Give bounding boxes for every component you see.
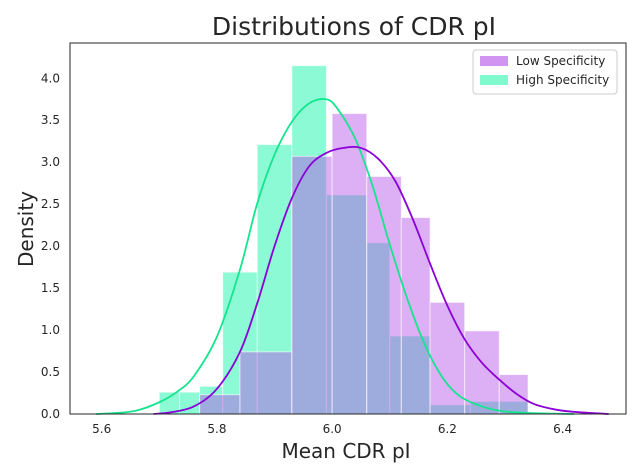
x-tick-label: 6.2 [438,422,457,436]
low-specificity-bar-0 [199,394,241,415]
low-specificity-bar-2 [291,155,333,415]
x-tick-label: 5.8 [207,422,226,436]
x-tick-label: 6.0 [323,422,342,436]
plot-area [69,42,627,415]
y-axis-ticks: 0.0 0.5 1.0 1.5 2.0 2.5 3.0 3.5 4.0 [41,71,60,421]
y-tick-label: 4.0 [41,71,60,85]
low-specificity-bar-1 [239,351,293,415]
y-tick-label: 3.5 [41,113,60,127]
y-axis-label: Density [14,191,38,267]
y-tick-label: 3.0 [41,155,60,169]
x-axis-label: Mean CDR pI [281,439,410,463]
low-specificity-bar-4 [366,175,402,415]
legend-label-low-specificity: Low Specificity [516,54,605,68]
legend-swatch-high-specificity [480,75,508,85]
y-tick-label: 1.0 [41,323,60,337]
y-tick-label: 2.0 [41,239,60,253]
low-specificity-bar-5 [400,217,431,415]
chart-title: Distributions of CDR pI [212,12,496,41]
y-tick-label: 0.5 [41,365,60,379]
high-specificity-bar-6 [325,194,368,415]
legend-label-high-specificity: High Specificity [516,73,609,87]
y-tick-label: 0.0 [41,407,60,421]
legend-box [472,49,618,95]
x-tick-label: 5.6 [92,422,111,436]
y-tick-label: 1.5 [41,281,60,295]
plot-background [70,43,626,414]
legend: Low Specificity High Specificity [472,49,618,95]
low-specificity-bar-6 [429,301,466,415]
x-tick-label: 6.4 [553,422,572,436]
x-axis-ticks: 5.6 5.8 6.0 6.2 6.4 [92,422,572,436]
kde-curves [95,98,609,415]
low-specificity-bar-8 [498,374,529,415]
high-specificity-bar-4 [256,144,293,415]
y-tick-label: 2.5 [41,197,60,211]
legend-swatch-low-specificity [480,56,508,66]
plot-frame [69,42,627,415]
low-specificity-bar-3 [331,113,368,415]
high-specificity-kde-line [95,98,575,415]
low-specificity-kde-line [153,146,609,415]
high-specificity-bar-5 [291,65,327,415]
